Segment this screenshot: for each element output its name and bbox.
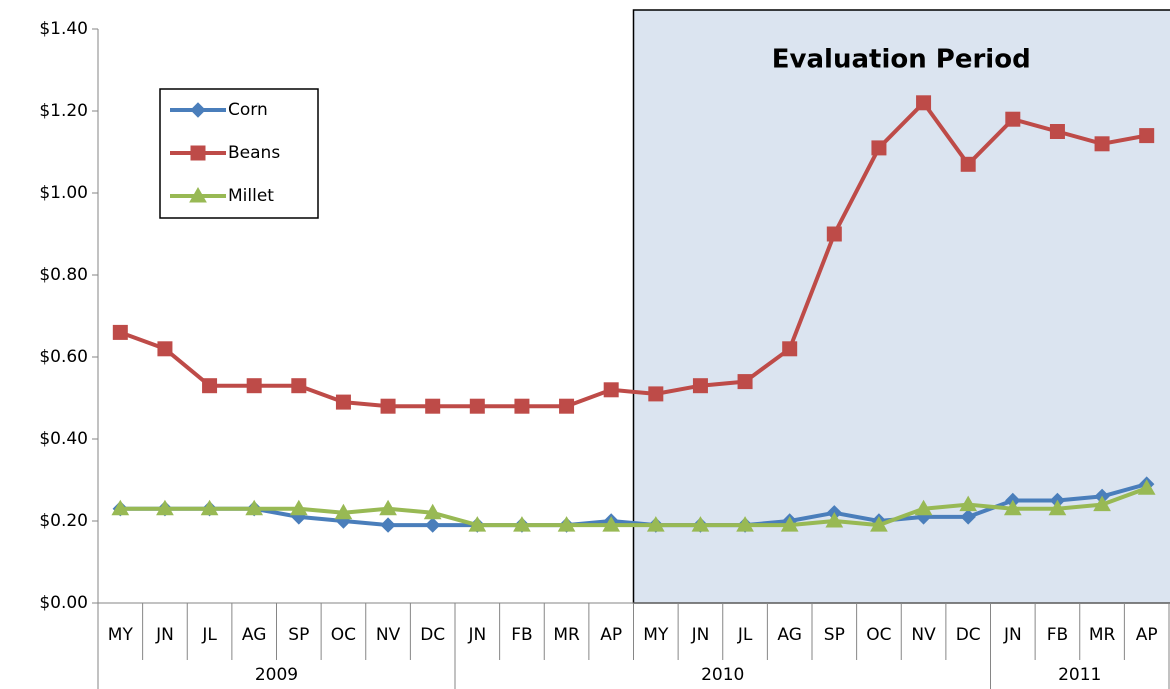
marker (424, 517, 441, 533)
marker (380, 517, 396, 533)
marker (335, 394, 351, 410)
marker (246, 378, 262, 394)
legend-label: Millet (228, 186, 274, 206)
marker (157, 341, 173, 357)
marker (648, 386, 664, 402)
x-tick-label: JL (737, 625, 753, 645)
marker (1003, 499, 1022, 516)
marker (960, 509, 976, 525)
marker (646, 516, 665, 532)
marker (189, 186, 207, 203)
marker (1048, 499, 1067, 516)
marker (190, 102, 206, 118)
y-tick-label: $0.20 (39, 511, 88, 531)
y-tick-label: $1.20 (39, 101, 88, 121)
x-tick-label: OC (331, 625, 356, 645)
legend-label: Beans (228, 143, 280, 163)
x-tick-label: MR (553, 625, 580, 645)
x-tick-label: DC (956, 625, 981, 645)
y-tick-label: $0.00 (39, 593, 88, 613)
series-line (120, 486, 1148, 528)
marker (111, 499, 130, 516)
marker (380, 398, 396, 414)
marker (468, 516, 487, 532)
highlight-label: Evaluation Period (772, 45, 1031, 75)
x-tick-label: AG (777, 625, 802, 645)
marker (1093, 495, 1111, 512)
marker (737, 374, 753, 390)
x-tick-label: AP (1136, 625, 1158, 645)
x-tick-label: DC (420, 625, 445, 645)
legend-label: Corn (228, 100, 268, 120)
marker (602, 516, 621, 532)
series-line (120, 482, 1148, 528)
marker (736, 516, 754, 532)
marker (202, 378, 218, 394)
x-tick-label: OC (866, 625, 891, 645)
x-tick-label: FB (511, 625, 532, 645)
marker (379, 499, 397, 516)
marker (423, 503, 442, 520)
marker (513, 516, 531, 532)
marker (959, 495, 978, 512)
marker (826, 226, 842, 242)
marker (825, 511, 844, 528)
x-tick-label: JN (1003, 625, 1022, 645)
marker (782, 341, 798, 357)
y-tick-label: $1.40 (39, 19, 88, 39)
x-tick-label: JL (201, 625, 217, 645)
marker (334, 503, 353, 520)
marker (514, 398, 530, 414)
marker (870, 516, 888, 532)
marker (914, 499, 933, 516)
marker (245, 499, 264, 516)
x-tick-label: JN (691, 625, 710, 645)
x-tick-label: FB (1047, 625, 1068, 645)
x-tick-label: SP (288, 625, 309, 645)
x-tick-label: MR (1089, 625, 1116, 645)
marker (1137, 479, 1156, 495)
x-tick-label: NV (911, 625, 936, 645)
x-tick-label: SP (824, 625, 845, 645)
y-tick-label: $0.60 (39, 347, 88, 367)
marker (692, 378, 708, 394)
x-tick-label: AP (600, 625, 622, 645)
marker (112, 324, 128, 340)
marker (291, 378, 307, 394)
marker (200, 499, 219, 516)
marker (557, 516, 576, 532)
x-tick-label: JN (155, 625, 174, 645)
y-tick-label: $0.80 (39, 265, 88, 285)
marker (1049, 124, 1065, 139)
marker (1005, 111, 1021, 127)
marker (960, 156, 976, 172)
marker (603, 382, 619, 398)
highlight-region (632, 9, 1170, 604)
marker (871, 140, 887, 156)
marker (691, 516, 710, 532)
x-tick-label: NV (376, 625, 401, 645)
x-tick-label: MY (643, 625, 669, 645)
marker (1094, 136, 1110, 152)
group-label: 2009 (255, 665, 298, 685)
y-tick-label: $0.40 (39, 429, 88, 449)
y-tick-label: $1.00 (39, 183, 88, 203)
marker (916, 95, 932, 111)
marker (156, 499, 174, 516)
marker (559, 398, 575, 414)
group-label: 2011 (1058, 665, 1101, 685)
marker (469, 398, 485, 414)
marker (190, 145, 206, 161)
x-tick-label: JN (467, 625, 486, 645)
marker (780, 516, 799, 532)
group-label: 2010 (701, 665, 744, 685)
marker (425, 398, 441, 414)
x-tick-label: MY (108, 625, 134, 645)
marker (1139, 128, 1155, 144)
x-tick-label: AG (242, 625, 267, 645)
marker (289, 499, 308, 516)
